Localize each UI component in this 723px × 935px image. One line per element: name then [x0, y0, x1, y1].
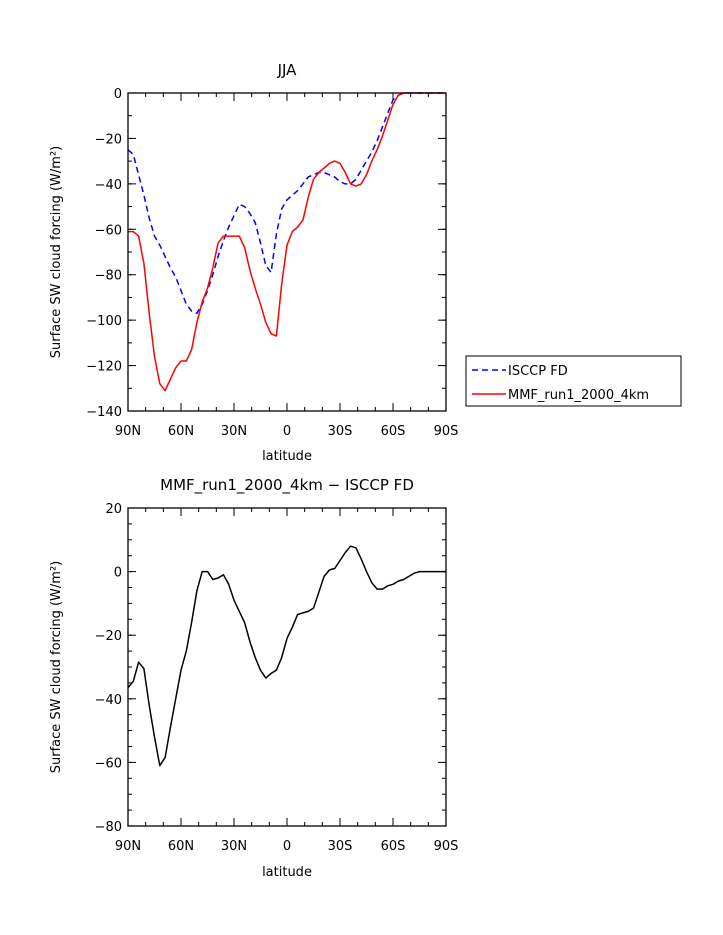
bottom-y-tick-label: 0 — [114, 566, 122, 581]
bottom-chart-frame — [127, 507, 447, 827]
legend-label-mmf: MMF_run1_2000_4km — [508, 388, 649, 403]
bottom-x-tick-label: 60S — [381, 839, 406, 854]
top-y-tick-label: −140 — [86, 405, 122, 420]
top-chart-plot: 90N 60N 30N 0 30S 60S 90S 0 −20 −40 −60 −80 −100 −120… — [86, 87, 458, 439]
legend-label-isccp: ISCCP FD — [508, 364, 568, 379]
bottom-series-line-0 — [127, 545, 446, 767]
top-x-tick-label: 0 — [283, 424, 291, 439]
bottom-x-tick-label: 30S — [328, 839, 353, 854]
top-chart-ylabel: Surface SW cloud forcing (W/m²) — [49, 146, 64, 358]
top-chart-frame — [127, 92, 447, 412]
bottom-chart-plot: 90N 60N 30N 0 30S 60S 90S 20 0 −20 −40 −60 −80 — [95, 502, 459, 854]
top-chart: JJA 90N 60N 30N 0 30S 60S 90S 0 −20 −40 −60 −80 −100… — [49, 61, 682, 464]
bottom-chart-ylabel: Surface SW cloud forcing (W/m²) — [49, 561, 64, 773]
top-y-tick-label: −80 — [95, 269, 122, 284]
top-x-tick-label: 30S — [328, 424, 353, 439]
bottom-x-tick-label: 0 — [283, 839, 291, 854]
top-y-tick-label: −60 — [95, 223, 122, 238]
bottom-y-tick-label: −20 — [95, 629, 122, 644]
bottom-y-tick-label: −80 — [95, 820, 122, 835]
top-y-tick-label: −100 — [86, 314, 122, 329]
top-series-line-0 — [127, 92, 446, 315]
top-x-tick-label: 60N — [168, 424, 194, 439]
bottom-y-tick-label: −60 — [95, 756, 122, 771]
top-chart-title: JJA — [277, 61, 298, 79]
top-x-tick-label: 60S — [381, 424, 406, 439]
top-x-tick-label: 90N — [115, 424, 141, 439]
legend: ISCCP FD MMF_run1_2000_4km — [465, 355, 682, 407]
top-y-tick-label: −40 — [95, 178, 122, 193]
top-x-tick-label: 90S — [434, 424, 459, 439]
bottom-x-tick-label: 90N — [115, 839, 141, 854]
top-y-tick-label: −20 — [95, 132, 122, 147]
legend-box — [465, 355, 682, 407]
bottom-chart-xlabel: latitude — [262, 865, 312, 880]
top-x-tick-label: 30N — [221, 424, 247, 439]
bottom-chart-title: MMF_run1_2000_4km − ISCCP FD — [160, 476, 414, 495]
bottom-x-tick-label: 60N — [168, 839, 194, 854]
bottom-x-tick-label: 30N — [221, 839, 247, 854]
bottom-chart: MMF_run1_2000_4km − ISCCP FD 90N 60N 30N 0 3… — [49, 476, 458, 880]
top-chart-xlabel: latitude — [262, 449, 312, 464]
bottom-y-tick-label: −40 — [95, 693, 122, 708]
bottom-x-tick-label: 90S — [434, 839, 459, 854]
top-y-tick-label: 0 — [114, 87, 122, 102]
top-y-tick-label: −120 — [86, 360, 122, 375]
bottom-y-tick-label: 20 — [105, 502, 122, 517]
top-series-line-1 — [128, 92, 446, 392]
